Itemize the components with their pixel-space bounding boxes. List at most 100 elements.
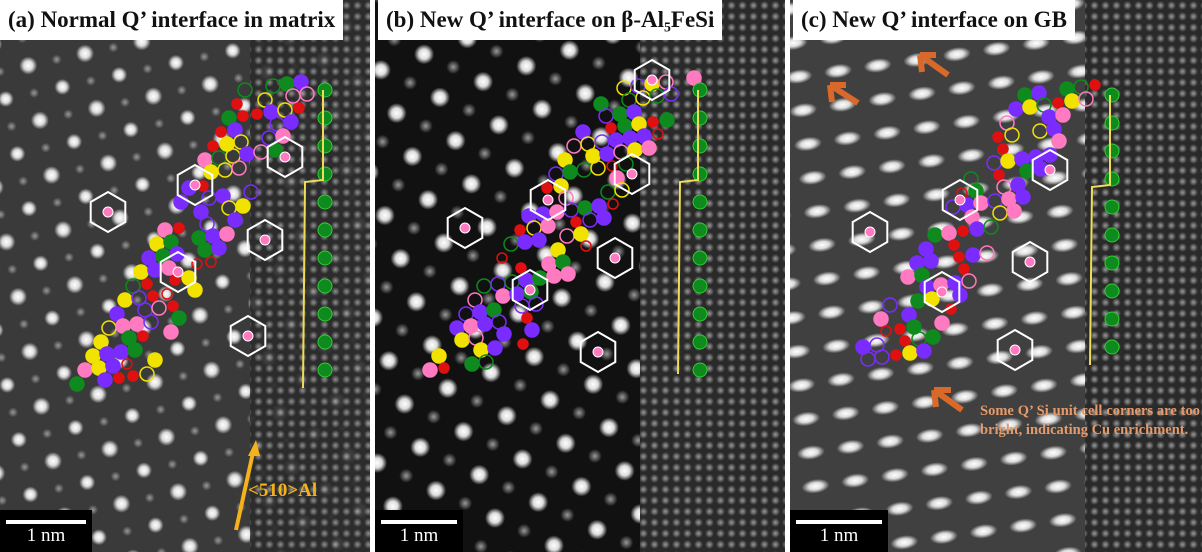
atom [515,225,525,235]
atom [1105,256,1119,270]
atom [911,294,925,308]
atom [318,139,332,153]
atom [138,331,148,341]
atom [106,359,120,373]
atom [1065,94,1079,108]
atom [1105,88,1119,102]
atom [518,235,532,249]
cu-atom [243,331,253,341]
atom [1105,144,1119,158]
cu-atom [260,235,270,245]
atom [949,240,959,250]
atom [954,252,964,262]
atom [693,167,707,181]
cu-atom [543,195,553,205]
atom [318,279,332,293]
atom [1105,172,1119,186]
atom [232,99,242,109]
atom [1105,200,1119,214]
cu-atom [1045,165,1055,175]
atom [439,363,449,373]
cu-atom [525,285,535,295]
atom [532,233,546,247]
atom [318,307,332,321]
atom [1105,116,1119,130]
atom [693,335,707,349]
atom [198,243,212,257]
cu-atom [280,152,290,162]
figure: (a) Normal Q’ interface in matrix (b) Ne… [0,0,1202,552]
cu-atom [865,227,875,237]
atom [993,132,1003,142]
atom [693,195,707,209]
atom [240,147,254,161]
micrographs [0,0,1202,552]
atom [70,377,84,391]
atom [642,141,656,155]
atom [148,353,162,367]
atom [1009,102,1023,116]
atom [959,264,969,274]
atom [648,117,658,127]
cu-atom [627,169,637,179]
atom [488,341,502,355]
cu-atom [593,347,603,357]
cu-atom [173,267,183,277]
atom [917,344,931,358]
atom [693,83,707,97]
atom [148,291,158,301]
cu-atom [610,253,620,263]
atom [574,227,588,241]
atom [172,311,186,325]
atom [208,141,218,151]
panel-b-image [375,0,785,552]
atom [693,363,707,377]
atom [1105,312,1119,326]
atom [318,363,332,377]
cu-atom [103,207,113,217]
atom [518,339,528,349]
atom [216,127,226,137]
atom [142,279,152,289]
atom [597,211,611,225]
atom [900,336,910,346]
atom [318,223,332,237]
cu-atom [460,223,470,233]
atom [891,350,901,360]
atom [516,263,526,273]
scale-bar: 1 nm [0,510,92,552]
atom [318,111,332,125]
atom [496,289,510,303]
atom [294,103,304,113]
atom [134,265,148,279]
atom [966,248,980,262]
atom [693,139,707,153]
panel-label: (c) New Q’ interface on GB [793,0,1075,40]
atom [926,330,940,344]
atom [1007,204,1021,218]
atom [284,115,298,129]
atom [994,170,1004,180]
atom [571,217,581,227]
panel-label: (b) New Q’ interface on β-Al₅FeSi [378,0,722,40]
atom [128,343,142,357]
atom [432,349,446,363]
atom [128,371,138,381]
scale-bar: 1 nm [790,510,888,552]
atom [924,254,938,268]
atom [1016,190,1030,204]
atom [318,251,332,265]
atom [928,228,942,242]
atom [318,195,332,209]
scale-bar: 1 nm [375,510,463,552]
cu-atom [190,180,200,190]
atom [693,279,707,293]
atom [974,196,988,210]
cu-atom [1010,345,1020,355]
atom [935,316,949,330]
atom [130,317,144,331]
panel-label: (a) Normal Q’ interface in matrix [0,0,343,40]
panel-c-image [790,0,1202,552]
atom [164,325,178,339]
atom [318,83,332,97]
